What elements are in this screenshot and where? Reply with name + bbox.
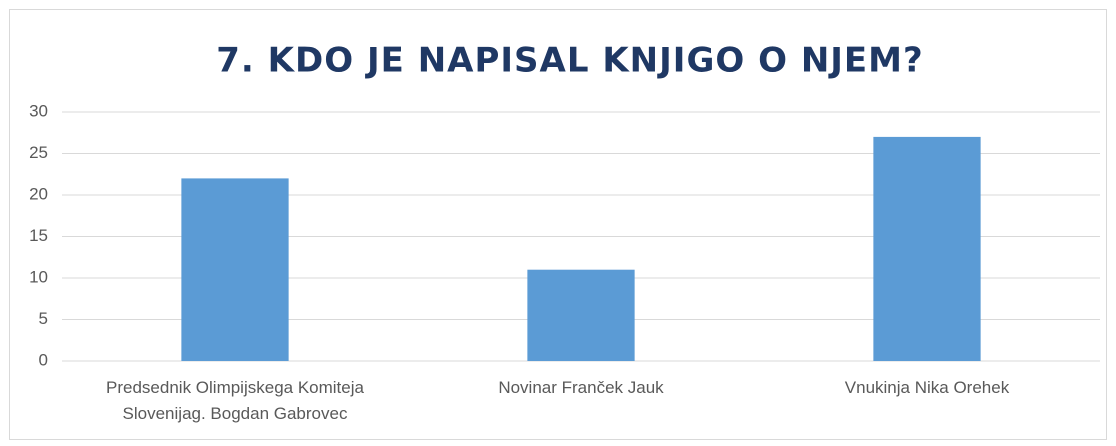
- bar: [181, 178, 289, 361]
- bar: [873, 136, 981, 361]
- y-tick-label: 5: [39, 309, 48, 328]
- y-tick-label: 25: [29, 143, 48, 162]
- y-tick-label: 20: [29, 184, 48, 203]
- y-tick-label: 30: [29, 101, 48, 120]
- x-tick-label: Predsednik Olimpijskega Komiteja Sloveni…: [106, 378, 364, 423]
- x-tick-label: Vnukinja Nika Orehek: [844, 378, 1010, 397]
- x-tick-label: Novinar Franček Jauk: [498, 378, 664, 397]
- y-tick-label: 10: [29, 267, 48, 286]
- chart-title: 7. KDO JE NAPISAL KNJIGO O NJEM?: [216, 41, 923, 81]
- bar: [527, 269, 635, 361]
- chart-border: [9, 9, 1107, 440]
- y-tick-label: 0: [39, 350, 48, 369]
- y-tick-label: 15: [29, 226, 48, 245]
